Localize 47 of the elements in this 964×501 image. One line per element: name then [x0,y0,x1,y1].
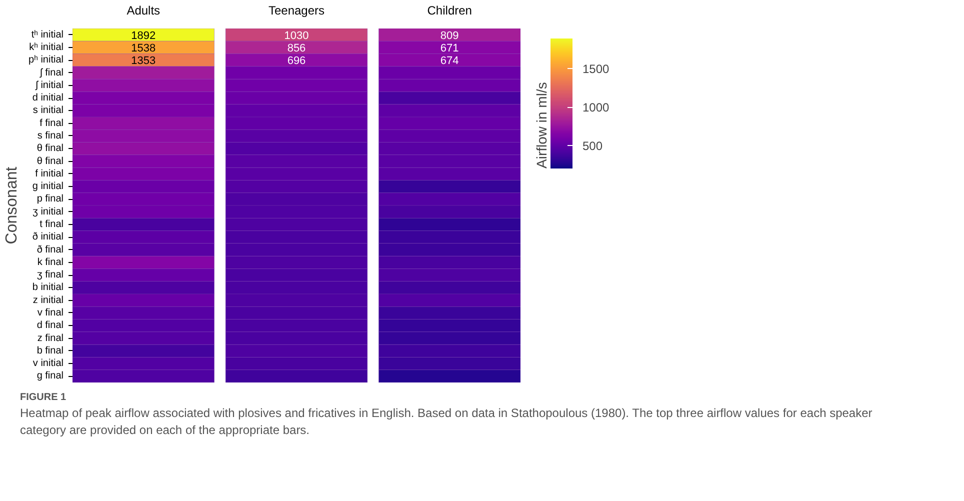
y-tick-label: v final [37,307,64,318]
data-label: 856 [287,42,306,54]
y-tick-label: s final [37,130,64,142]
y-tick-label: d final [36,320,64,332]
color-bar-title: Airflow in ml/s [534,82,550,168]
y-tick-label: f initial [35,168,64,180]
y-tick-label: kʰ initial [29,42,64,53]
data-label: 1892 [131,30,156,42]
color-bar-label: 1500 [582,62,610,76]
y-tick-label: t final [40,218,64,230]
y-tick-label: tʰ initial [31,29,64,40]
data-label: 1030 [284,30,309,42]
y-tick-label: p final [36,194,64,205]
y-tick-label: ð initial [32,232,64,243]
data-label: 809 [440,30,459,42]
y-tick-label: pʰ initial [28,54,64,66]
y-tick-label: f final [40,118,64,129]
color-bar-label: 1000 [582,100,610,115]
y-axis-title: Consonant [4,166,21,244]
y-tick-label: z final [37,332,64,344]
y-tick-label: d initial [32,92,64,104]
y-tick-label: b initial [32,282,64,294]
y-tick-label: g final [36,370,64,382]
y-tick-label: ʃ final [39,67,64,78]
x-tick-label: Children [427,4,472,18]
y-tick-label: g initial [32,181,64,192]
y-tick-label: ʃ initial [34,80,64,91]
caption: FIGURE 1 [20,391,68,405]
y-tick-label: k final [37,256,64,268]
y-tick-label: ð final [36,244,64,256]
x-tick-label: Teenagers [268,4,325,18]
data-label: 674 [440,55,459,68]
data-label: 1538 [131,42,156,54]
y-tick-label: z initial [32,294,64,306]
y-tick-label: ʒ final [36,270,64,281]
y-tick-label: s initial [32,105,64,116]
y-tick-label: θ final [36,156,64,167]
y-tick-label: b final [36,345,64,356]
color-bar-label: 500 [582,138,603,153]
data-label: 671 [440,42,459,54]
y-tick-label: θ final [36,143,64,154]
data-label: 696 [287,55,306,68]
x-tick-label: Adults [126,4,160,18]
text: Heatmap of peak airflow associated with plosives and fricatives in English. Based on data in Stathopoulous (1980). The top three airflow values for each speaker category are provided on each of the appropriate bars. [20,405,874,440]
y-tick-label: v initial [32,358,64,370]
data-label: 1353 [131,55,156,68]
y-tick-label: ʒ initial [32,206,64,218]
